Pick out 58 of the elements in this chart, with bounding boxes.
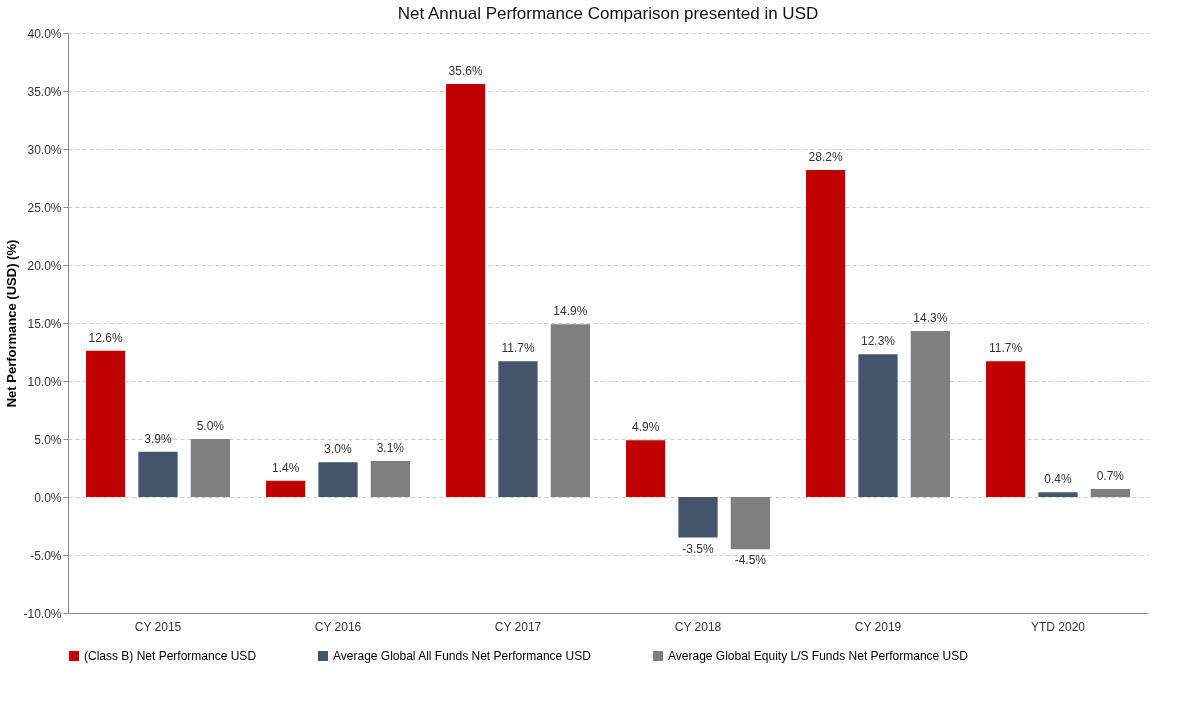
y-tick-label: 30.0% bbox=[27, 142, 62, 157]
data-label: -3.5% bbox=[682, 541, 714, 556]
data-label: 14.9% bbox=[553, 304, 588, 319]
bar bbox=[910, 331, 950, 497]
data-label: 0.4% bbox=[1044, 472, 1072, 487]
x-tick-label: CY 2018 bbox=[674, 619, 722, 634]
data-label: 1.4% bbox=[271, 460, 300, 475]
data-label: 3.0% bbox=[324, 442, 352, 457]
data-label: 5.0% bbox=[196, 419, 225, 433]
bar bbox=[986, 361, 1026, 497]
x-tick-label: YTD 2020 bbox=[1030, 619, 1086, 634]
y-tick-label: 10.0% bbox=[27, 374, 62, 389]
data-label: 4.9% bbox=[631, 420, 660, 435]
bar bbox=[446, 84, 486, 497]
bar bbox=[138, 451, 178, 497]
data-label: 12.3% bbox=[860, 334, 896, 349]
x-tick-label: CY 2017 bbox=[494, 619, 542, 634]
y-tick-label: 0.0% bbox=[34, 490, 62, 505]
y-tick-label: 5.0% bbox=[34, 432, 62, 447]
bar bbox=[858, 354, 898, 497]
bar bbox=[370, 461, 410, 497]
y-tick-label: 25.0% bbox=[27, 200, 62, 215]
data-label: 35.6% bbox=[448, 64, 483, 79]
data-label: 12.6% bbox=[88, 330, 123, 345]
data-label: 3.1% bbox=[376, 441, 405, 456]
y-tick-label: 40.0% bbox=[27, 26, 62, 41]
data-label: 3.9% bbox=[144, 431, 172, 446]
bar bbox=[806, 169, 846, 497]
bar bbox=[730, 497, 770, 550]
x-tick-label: CY 2019 bbox=[854, 619, 902, 634]
data-label: 11.7% bbox=[989, 341, 1023, 356]
bar bbox=[86, 350, 126, 497]
bar bbox=[626, 440, 666, 497]
y-tick-label: 35.0% bbox=[27, 84, 62, 99]
y-tick-label: 15.0% bbox=[27, 316, 62, 331]
bar bbox=[1090, 488, 1130, 497]
legend-label: Average Global All Funds Net Performance USD bbox=[333, 649, 592, 663]
legend-label: Average Global Equity L/S Funds Net Performance USD bbox=[668, 649, 969, 663]
bar bbox=[498, 361, 538, 497]
y-tick-label: -10.0% bbox=[23, 606, 62, 621]
data-label: -4.5% bbox=[734, 553, 767, 568]
bar bbox=[318, 462, 358, 497]
y-axis-title: Net Performance (USD) (%) bbox=[4, 239, 20, 408]
bar bbox=[678, 497, 718, 538]
x-tick-label: CY 2015 bbox=[134, 619, 182, 634]
chart-title: Net Annual Performance Comparison presented in USD bbox=[397, 4, 819, 23]
bar bbox=[266, 480, 306, 497]
legend-label: (Class B) Net Performance USD bbox=[84, 649, 257, 663]
bar bbox=[190, 439, 230, 497]
data-label: 0.7% bbox=[1096, 468, 1125, 483]
y-tick-label: 20.0% bbox=[27, 258, 62, 273]
data-label: 28.2% bbox=[808, 149, 843, 164]
data-label: 11.7% bbox=[501, 341, 535, 356]
y-tick-label: -5.0% bbox=[30, 548, 62, 563]
x-tick-label: CY 2016 bbox=[314, 619, 362, 634]
data-label: 14.3% bbox=[913, 311, 948, 326]
bar bbox=[1038, 492, 1078, 497]
bar bbox=[550, 324, 590, 497]
